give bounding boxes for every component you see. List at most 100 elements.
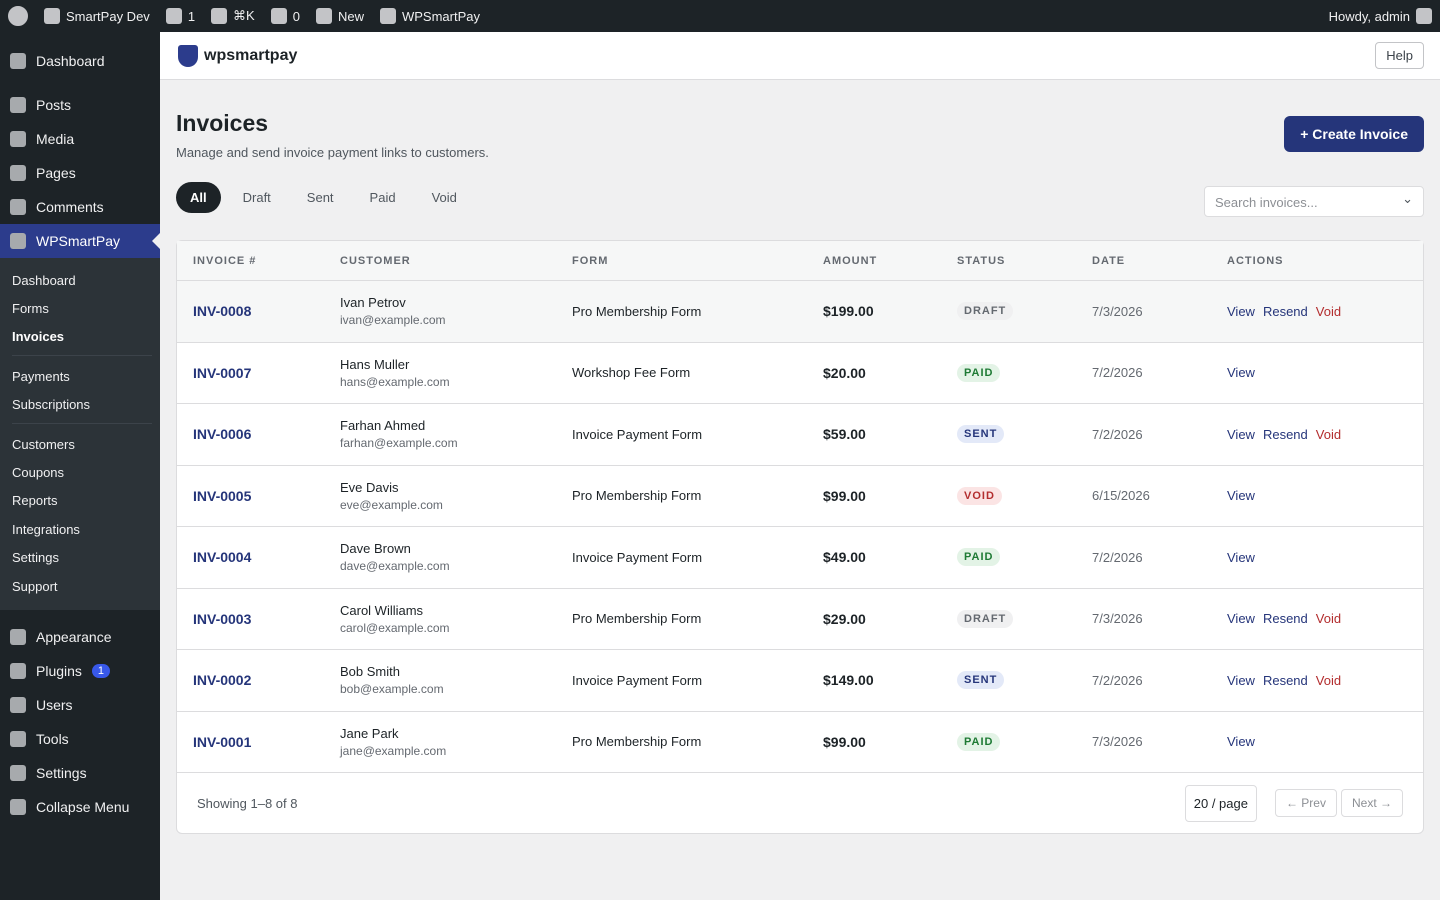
customer-email: eve@example.com	[340, 497, 443, 512]
table-footer: Showing 1–8 of 8 20 / page ← Prev Next →	[177, 773, 1423, 833]
submenu-item[interactable]: Settings	[12, 550, 59, 566]
action-link[interactable]: View	[1227, 549, 1255, 565]
menu-item[interactable]: Media	[0, 122, 160, 156]
action-link[interactable]: View	[1227, 426, 1255, 442]
action-link[interactable]: View	[1227, 365, 1255, 381]
admin-bar-item[interactable]: WPSmartPay	[379, 8, 480, 24]
menu-item[interactable]: Users	[0, 688, 160, 722]
menu-item[interactable]: WPSmartPay	[0, 224, 160, 258]
invoice-number[interactable]: INV-0003	[193, 610, 252, 627]
menu-item[interactable]: Posts	[0, 88, 160, 122]
menu-item[interactable]: Plugins 1	[0, 654, 160, 688]
action-link[interactable]: View	[1227, 488, 1255, 504]
customer: Farhan Ahmed farhan@example.com	[340, 418, 572, 450]
date: 7/3/2026	[1092, 303, 1143, 319]
action-link[interactable]: View	[1227, 303, 1255, 319]
action-link[interactable]: Resend	[1262, 611, 1308, 627]
admin-bar-item[interactable]: ⌘K	[211, 8, 255, 24]
date: 6/15/2026	[1092, 488, 1150, 504]
admin-bar-item[interactable]: 1	[165, 8, 195, 24]
invoice-number[interactable]: INV-0007	[193, 364, 252, 381]
action-link[interactable]: Void	[1315, 426, 1342, 442]
status-cell: PAID	[957, 363, 1092, 382]
create-invoice-button[interactable]: + Create Invoice	[1284, 116, 1424, 152]
customer-name: Dave Brown	[340, 541, 411, 557]
invoice-number[interactable]: INV-0005	[193, 487, 252, 504]
submenu-item[interactable]: Invoices	[12, 329, 65, 345]
invoice-number[interactable]: INV-0001	[193, 733, 252, 750]
action-link[interactable]: View	[1227, 672, 1255, 688]
submenu-item[interactable]: Integrations	[12, 521, 80, 537]
prev-button[interactable]: ← Prev	[1274, 789, 1337, 817]
submenu-item[interactable]: Support	[12, 578, 58, 594]
account[interactable]: Howdy, admin	[1329, 8, 1432, 24]
invoices-table: INVOICE # CUSTOMER FORM AMOUNT STATUS DATE ACT…	[176, 240, 1424, 834]
wp-logo[interactable]	[8, 6, 28, 26]
status-cell: DRAFT	[957, 302, 1092, 321]
menu-label: Settings	[36, 765, 87, 782]
action-link[interactable]: Void	[1315, 303, 1342, 319]
action-link[interactable]: Resend	[1262, 303, 1308, 319]
column-header: STATUS	[957, 254, 1006, 267]
action-link[interactable]: Void	[1315, 672, 1342, 688]
submenu-item[interactable]: Coupons	[12, 465, 65, 481]
menu-label: Pages	[36, 165, 76, 181]
tab[interactable]: Paid	[369, 190, 396, 205]
admin-bar-item[interactable]: New	[315, 8, 364, 24]
submenu-item[interactable]: Forms	[12, 301, 49, 317]
admin-bar-item[interactable]: SmartPay Dev	[44, 8, 150, 24]
status-badge: SENT	[957, 671, 1005, 690]
status-cell: VOID	[957, 486, 1092, 505]
tab[interactable]: All	[176, 182, 221, 213]
invoice-number[interactable]: INV-0002	[193, 672, 252, 689]
submenu-item[interactable]: Subscriptions	[12, 397, 91, 413]
action-link[interactable]: Resend	[1262, 426, 1308, 442]
form-name: Invoice Payment Form	[572, 672, 703, 688]
submenu: Dashboard Forms Invoices Payments Subscripti…	[0, 258, 160, 611]
invoice-number[interactable]: INV-0004	[193, 549, 252, 566]
invoice-number[interactable]: INV-0008	[193, 303, 252, 320]
submenu-item[interactable]: Customers	[12, 436, 75, 452]
submenu-item[interactable]: Reports	[12, 493, 58, 509]
submenu-item[interactable]: Payments	[12, 368, 70, 384]
per-page-select[interactable]: 20 / page	[1184, 784, 1257, 822]
help-button[interactable]: Help	[1375, 42, 1424, 69]
actions: View Resend Void	[1227, 673, 1423, 688]
invoice-number[interactable]: INV-0006	[193, 426, 252, 443]
action-link[interactable]: Resend	[1262, 672, 1308, 688]
next-button[interactable]: Next →	[1340, 789, 1403, 817]
submenu-item[interactable]: Dashboard	[12, 272, 76, 288]
icon	[10, 731, 26, 748]
menu-item[interactable]: Settings	[0, 756, 160, 790]
menu-label: Users	[36, 697, 73, 714]
date: 7/3/2026	[1092, 734, 1143, 750]
status-badge: DRAFT	[957, 609, 1014, 628]
menu-item[interactable]: Pages	[0, 156, 160, 190]
icon	[10, 53, 26, 69]
menu-item[interactable]: Tools	[0, 722, 160, 756]
menu-label: Comments	[36, 199, 104, 215]
action-link[interactable]: View	[1227, 611, 1255, 627]
column-header: INVOICE #	[193, 254, 257, 267]
customer-email: dave@example.com	[340, 559, 450, 574]
action-link[interactable]: Void	[1315, 611, 1342, 627]
status-badge: PAID	[957, 363, 1001, 382]
tab[interactable]: Void	[431, 190, 457, 205]
tab[interactable]: Draft	[242, 190, 271, 205]
menu-item[interactable]: Appearance	[0, 620, 160, 654]
menu-item[interactable]: Dashboard	[0, 44, 160, 78]
status-badge: VOID	[957, 486, 1002, 505]
column-header: DATE	[1092, 254, 1126, 267]
action-link[interactable]: View	[1227, 734, 1255, 750]
menu-item[interactable]: Comments	[0, 190, 160, 224]
admin-bar-item[interactable]: 0	[270, 8, 300, 24]
menu-label: Dashboard	[36, 53, 105, 69]
form-name: Workshop Fee Form	[572, 365, 691, 381]
menu-item[interactable]: Collapse Menu	[0, 790, 160, 824]
search-input[interactable]: Search invoices...	[1204, 186, 1424, 217]
amount: $29.00	[823, 610, 866, 627]
status-cell: SENT	[957, 425, 1092, 444]
tab[interactable]: Sent	[306, 190, 334, 205]
menu-label: Posts	[36, 97, 72, 113]
column-header: AMOUNT	[823, 254, 878, 267]
